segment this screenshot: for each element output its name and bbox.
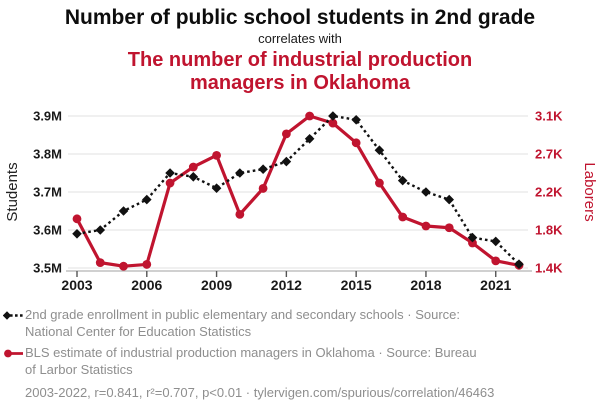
right-axis-tick-label: 2.7K: [535, 147, 563, 162]
legend-label-students: 2nd grade enrollment in public elementar…: [25, 307, 461, 339]
left-axis-tick-label: 3.8M: [33, 147, 62, 162]
laborers-series-marker: [188, 162, 198, 172]
secondary-title: The number of industrial production mana…: [127, 49, 473, 94]
students-series-line: [76, 114, 520, 266]
right-axis-tick-label: 3.1K: [535, 109, 563, 124]
students-series-marker: [72, 229, 82, 239]
students-series-marker: [351, 115, 361, 125]
students-series-marker: [258, 164, 268, 174]
black-diamond-dashed-line-icon: [2, 306, 25, 326]
students-series-marker: [467, 232, 478, 243]
laborers-series-marker: [305, 111, 315, 121]
laborers-series-marker: [212, 150, 221, 160]
legend-label-laborers: BLS estimate of industrial production ma…: [25, 345, 477, 377]
legend-item-laborers: BLS estimate of industrial production ma…: [3, 344, 600, 378]
students-series-marker: [141, 194, 152, 205]
x-axis-tick-label: 2015: [341, 277, 372, 293]
x-axis-tick-label: 2006: [131, 277, 162, 293]
laborers-series-marker: [444, 223, 454, 233]
laborers-series-marker: [281, 129, 291, 139]
laborers-series-marker: [398, 212, 408, 222]
right-axis-title: Laborers: [581, 162, 598, 221]
students-series-marker: [328, 111, 338, 121]
left-axis-tick-label: 3.5M: [33, 261, 62, 276]
students-series-marker: [397, 175, 408, 186]
students-series-marker: [421, 187, 431, 197]
chart-header: Number of public school students in 2nd …: [0, 5, 600, 95]
right-axis-tick-label: 1.4K: [535, 261, 563, 276]
right-axis-tick-label: 2.2K: [535, 185, 563, 200]
x-axis-tick-label: 2012: [271, 277, 302, 293]
students-series-marker: [165, 168, 175, 178]
x-axis-tick-label: 2021: [480, 277, 511, 293]
laborers-series-marker: [142, 260, 152, 269]
laborers-series-marker: [235, 209, 245, 219]
students-series-marker: [235, 168, 245, 178]
laborers-series-marker: [258, 184, 268, 193]
laborers-series-line: [75, 114, 520, 268]
laborers-series-marker: [491, 256, 501, 266]
students-series-marker: [281, 156, 292, 167]
x-axis-tick-label: 2009: [201, 277, 232, 293]
students-series-marker: [490, 236, 501, 247]
chart-area: 2003 2006 2009 2012 2015 2018 2021 3.5M 1.4K 3.6M…: [0, 99, 600, 304]
correlation-line-chart: 2003 2006 2009 2012 2015 2018 2021 3.5M 1.4K 3.6M…: [4, 109, 598, 294]
x-axis-tick-label: 2018: [410, 277, 441, 293]
red-circle-solid-line-icon: [3, 344, 25, 364]
laborers-series-marker: [95, 258, 105, 268]
students-series-marker: [95, 225, 106, 235]
laborers-series-marker: [375, 178, 384, 188]
laborers-series-marker: [421, 221, 431, 231]
laborers-series-marker: [119, 261, 128, 271]
students-series-marker: [188, 172, 199, 182]
legend-item-students: 2nd grade enrollment in public elementar…: [2, 306, 600, 340]
students-series-marker: [514, 259, 524, 269]
chart-legend: 2nd grade enrollment in public elementar…: [0, 304, 600, 401]
correlates-with-label: correlates with: [258, 31, 342, 46]
left-axis-tick-label: 3.7M: [33, 185, 62, 200]
laborers-series-marker: [72, 214, 82, 224]
right-axis-tick-label: 1.8K: [535, 223, 563, 238]
laborers-series-marker: [351, 138, 361, 148]
left-axis-tick-label: 3.9M: [33, 109, 62, 124]
x-axis-tick-label: 2003: [61, 277, 92, 293]
stats-footnote: 2003-2022, r=0.841, r²=0.707, p<0.01 · t…: [25, 385, 495, 400]
laborers-series-marker: [165, 178, 175, 188]
laborers-series-marker: [328, 118, 338, 128]
left-axis-tick-label: 3.6M: [33, 223, 62, 238]
primary-title: Number of public school students in 2nd …: [64, 6, 536, 29]
students-series-marker: [444, 194, 455, 205]
laborers-series-marker: [468, 238, 477, 248]
students-series-marker: [118, 206, 129, 216]
left-axis-title: Students: [4, 162, 21, 221]
